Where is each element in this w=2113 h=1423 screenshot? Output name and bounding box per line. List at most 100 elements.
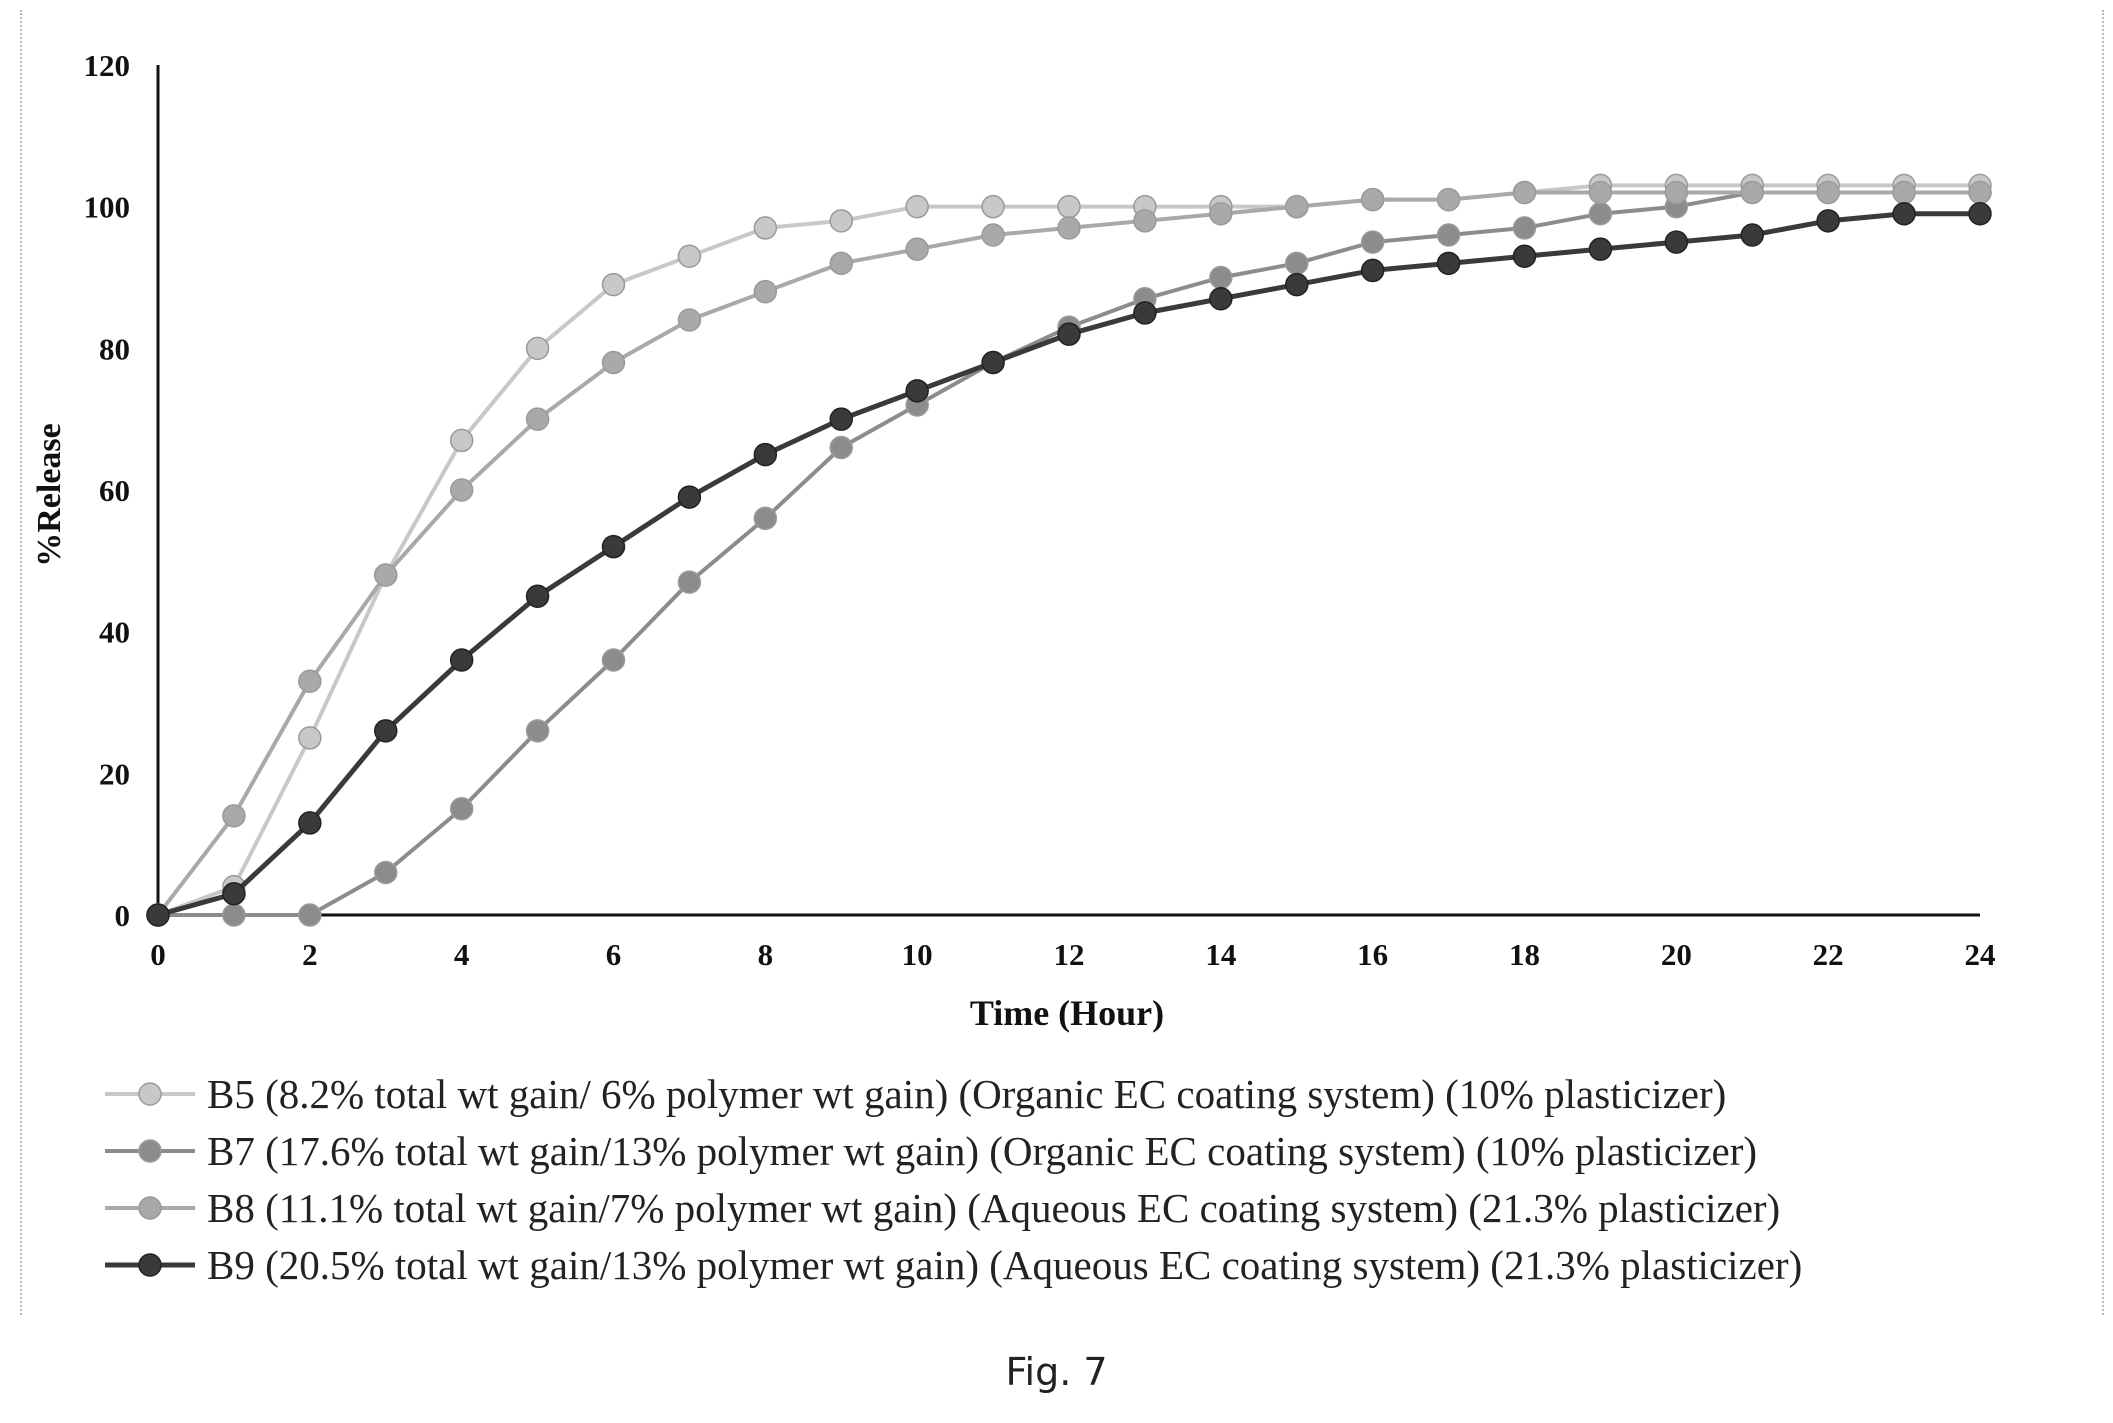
x-tick-label: 2 <box>302 937 318 972</box>
y-tick-label: 60 <box>99 473 130 508</box>
series-line <box>158 190 1980 917</box>
x-tick-label: 22 <box>1813 937 1844 972</box>
legend-swatch <box>105 1252 195 1277</box>
data-point <box>298 903 322 927</box>
legend-item: B8 (11.1% total wt gain/7% polymer wt ga… <box>105 1179 1802 1236</box>
y-tick-label: 20 <box>99 756 130 791</box>
legend-swatch-marker <box>138 1195 162 1220</box>
data-point <box>1892 202 1916 226</box>
data-point <box>1740 223 1764 247</box>
series-b3 <box>146 202 1992 927</box>
legend-item: B9 (20.5% total wt gain/13% polymer wt g… <box>105 1236 1802 1293</box>
data-point <box>1968 202 1992 226</box>
series-b1 <box>146 180 1992 927</box>
data-point <box>905 237 929 261</box>
data-point <box>222 804 246 828</box>
data-point <box>1436 187 1461 212</box>
legend-item: B5 (8.2% total wt gain/ 6% polymer wt ga… <box>105 1065 1802 1122</box>
y-axis-label: %Release <box>31 423 68 567</box>
x-tick-label: 0 <box>150 937 166 972</box>
data-point <box>1360 230 1385 254</box>
series-b2 <box>146 180 1992 927</box>
x-tick-label: 14 <box>1205 937 1236 972</box>
data-point <box>146 903 170 927</box>
data-point <box>1436 223 1461 247</box>
data-point <box>677 485 702 509</box>
y-tick-label: 80 <box>99 331 130 366</box>
data-point <box>1057 322 1081 346</box>
data-point <box>1588 202 1613 226</box>
data-point <box>829 251 853 276</box>
data-point <box>298 726 322 750</box>
data-point <box>981 194 1005 219</box>
data-point <box>449 797 474 821</box>
data-point <box>1209 202 1233 226</box>
x-tick-label: 12 <box>1054 937 1085 972</box>
x-tick-label: 8 <box>758 937 774 972</box>
data-point <box>1664 180 1689 205</box>
data-point <box>1968 180 1992 205</box>
data-point <box>222 903 246 927</box>
data-point <box>1740 180 1764 205</box>
data-point <box>601 272 626 297</box>
data-point <box>677 570 702 594</box>
data-point <box>449 648 474 672</box>
legend-swatch <box>105 1138 195 1163</box>
x-tick-label: 20 <box>1661 937 1692 972</box>
data-point <box>298 811 322 835</box>
data-point <box>1133 301 1157 325</box>
data-point <box>374 563 398 587</box>
data-point <box>1360 258 1385 283</box>
data-point <box>525 584 550 608</box>
legend-swatch <box>105 1195 195 1220</box>
legend-label: B9 (20.5% total wt gain/13% polymer wt g… <box>207 1241 1803 1288</box>
data-point <box>298 669 322 693</box>
legend: B5 (8.2% total wt gain/ 6% polymer wt ga… <box>105 1065 1802 1293</box>
data-point <box>1816 209 1840 233</box>
data-point <box>1816 180 1840 205</box>
data-point <box>1588 180 1613 205</box>
legend-swatch-marker <box>138 1252 162 1277</box>
data-point <box>601 350 626 375</box>
data-point <box>1209 265 1233 290</box>
data-point <box>1285 272 1309 297</box>
data-point <box>829 435 853 460</box>
data-point <box>981 223 1005 247</box>
x-tick-label: 16 <box>1357 937 1388 972</box>
figure-frame <box>20 10 2104 1315</box>
data-point <box>677 308 702 332</box>
data-point <box>374 719 398 743</box>
data-point <box>829 209 853 233</box>
data-point <box>1664 230 1689 254</box>
data-point <box>1360 187 1385 212</box>
legend-swatch-marker <box>138 1081 162 1106</box>
data-point <box>449 428 474 453</box>
data-point <box>753 279 778 304</box>
data-point <box>905 194 929 219</box>
legend-label: B7 (17.6% total wt gain/13% polymer wt g… <box>207 1127 1758 1174</box>
data-point <box>1588 237 1613 261</box>
data-point <box>1512 180 1537 205</box>
data-point <box>677 244 702 268</box>
data-point <box>1892 180 1916 205</box>
data-point <box>525 719 550 743</box>
legend-swatch <box>105 1081 195 1106</box>
data-point <box>525 407 550 431</box>
x-tick-label: 6 <box>606 937 622 972</box>
data-point <box>1512 244 1537 268</box>
series-b0 <box>146 173 1992 927</box>
data-point <box>829 407 853 431</box>
data-point <box>905 379 929 403</box>
data-point <box>1057 216 1081 240</box>
data-point <box>601 534 626 559</box>
y-tick-label: 100 <box>84 190 131 225</box>
data-point <box>1209 287 1233 311</box>
x-tick-label: 10 <box>902 937 933 972</box>
data-point <box>753 506 778 531</box>
legend-swatch-marker <box>138 1138 162 1163</box>
legend-label: B8 (11.1% total wt gain/7% polymer wt ga… <box>207 1184 1781 1231</box>
data-point <box>1057 194 1081 219</box>
data-point <box>222 882 246 906</box>
